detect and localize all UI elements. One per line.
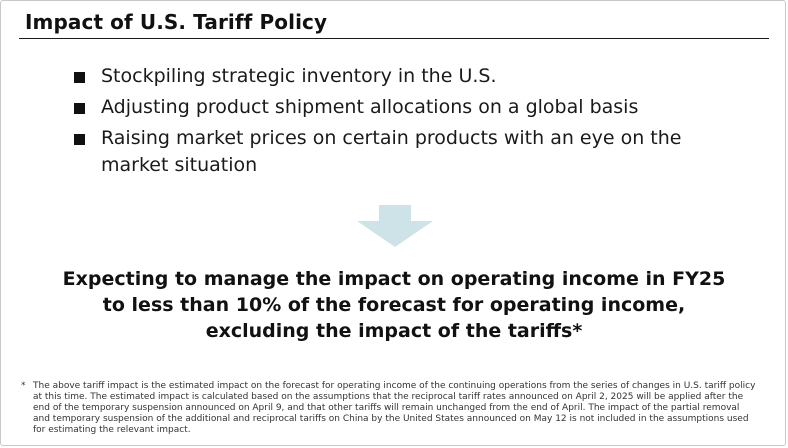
- conclusion-statement: Expecting to manage the impact on operat…: [31, 266, 757, 344]
- footnote-text: The above tariff impact is the estimated…: [33, 381, 756, 435]
- footnote: * The above tariff impact is the estimat…: [21, 381, 756, 436]
- slide-title: Impact of U.S. Tariff Policy: [25, 10, 328, 34]
- conclusion-line: to less than 10% of the forecast for ope…: [102, 294, 686, 316]
- bullet-list: Stockpiling strategic inventory in the U…: [73, 63, 753, 183]
- bullet-text: Adjusting product shipment allocations o…: [101, 96, 639, 118]
- title-divider: [19, 38, 769, 39]
- conclusion-line: excluding the impact of the tariffs*: [205, 320, 583, 342]
- bullet-item: Raising market prices on certain product…: [73, 125, 753, 179]
- square-bullet-icon: [74, 103, 85, 114]
- footnote-marker: *: [21, 381, 26, 391]
- down-arrow-icon: [357, 205, 433, 247]
- bullet-text: Raising market prices on certain product…: [101, 127, 682, 176]
- bullet-item: Stockpiling strategic inventory in the U…: [73, 63, 753, 90]
- bullet-text: Stockpiling strategic inventory in the U…: [101, 65, 497, 87]
- conclusion-line: Expecting to manage the impact on operat…: [62, 268, 726, 290]
- square-bullet-icon: [74, 72, 85, 83]
- bullet-item: Adjusting product shipment allocations o…: [73, 94, 753, 121]
- square-bullet-icon: [74, 134, 85, 145]
